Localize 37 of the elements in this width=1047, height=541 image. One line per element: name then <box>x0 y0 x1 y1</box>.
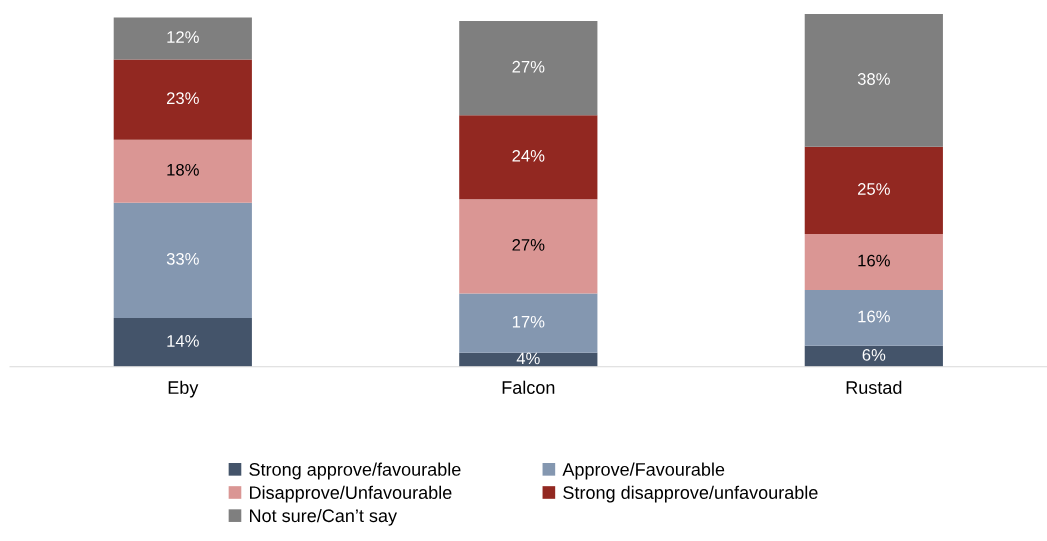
bar <box>113 59 252 140</box>
data-label: 23% <box>166 92 199 105</box>
bar <box>459 293 598 353</box>
bar <box>113 317 252 367</box>
bar <box>459 115 598 200</box>
bar <box>804 234 943 290</box>
bar <box>113 202 252 318</box>
data-label: 16% <box>858 254 890 267</box>
x-tick-label: Falcon <box>502 380 555 394</box>
data-label: 12% <box>167 31 199 43</box>
bar <box>804 289 943 346</box>
bar <box>113 139 252 203</box>
legend-label: Not sure/Can’t say <box>250 508 397 526</box>
data-label: 33% <box>166 252 199 265</box>
bar <box>804 345 943 367</box>
x-tick-label: Eby <box>168 380 199 398</box>
bar <box>113 17 252 60</box>
legend-label: Strong disapprove/unfavourable <box>563 485 818 503</box>
bar <box>459 21 598 116</box>
data-label: 27% <box>512 60 545 73</box>
data-label: 38% <box>857 73 890 85</box>
data-label: 16% <box>858 310 890 323</box>
data-label: 27% <box>512 238 545 251</box>
legend-label: Approve/Favourable <box>562 462 725 480</box>
data-label: 18% <box>167 163 199 176</box>
data-label: 4% <box>516 352 540 365</box>
bar <box>459 199 598 294</box>
data-label: 24% <box>512 149 545 162</box>
x-tick-label: Rustad <box>846 380 902 394</box>
bar <box>804 146 943 235</box>
data-label: 25% <box>857 183 890 195</box>
data-label: 14% <box>167 335 199 347</box>
legend-label: Disapprove/Unfavourable <box>250 485 452 503</box>
data-label: 6% <box>862 348 886 361</box>
bar <box>804 14 943 147</box>
data-label: 17% <box>512 315 545 328</box>
legend-label: Strong approve/favourable <box>249 462 461 480</box>
